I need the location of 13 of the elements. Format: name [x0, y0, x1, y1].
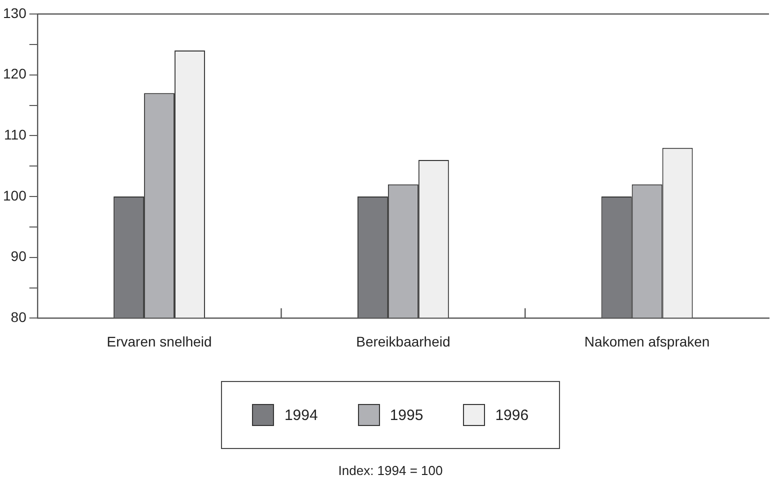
y-tick-label: 80 [10, 309, 27, 326]
text: Index: 1994 = 100 [337, 463, 444, 478]
legend-label: 1995 [390, 406, 424, 424]
x-tick-label: Bereikbaarheid [356, 333, 450, 350]
legend-label: 1994 [284, 406, 318, 424]
y-tick-label: 130 [3, 4, 27, 21]
y-tick-label: 110 [4, 126, 27, 143]
y-tick-label: 100 [3, 187, 27, 204]
legend-label: 1996 [495, 406, 529, 424]
x-tick-label: Ervaren snelheid [106, 333, 212, 350]
y-tick-label: 90 [10, 248, 27, 264]
y-tick-label: 120 [3, 66, 27, 82]
x-tick-label: Nakomen afspraken [584, 333, 710, 350]
